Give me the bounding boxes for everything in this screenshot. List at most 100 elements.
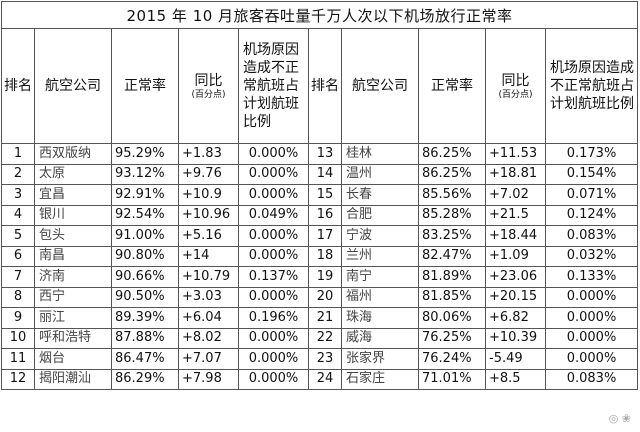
- cell-rate: 86.47%: [111, 348, 179, 370]
- cell-name: 呼和浩特: [34, 327, 112, 349]
- cell-rank: 24: [308, 368, 342, 390]
- cell-name: 珠海: [341, 307, 419, 329]
- cell-name: 桂林: [341, 143, 419, 165]
- header-yoy-unit-2: (百分点): [498, 89, 533, 100]
- cell-ratio: 0.071%: [544, 184, 639, 206]
- cell-yoy: +14: [178, 245, 239, 267]
- cell-ratio: 0.000%: [238, 368, 309, 390]
- table-body: 1 西双版纳 95.29% +1.83 0.000% 13 桂林 86.25% +11.53 0.…: [1, 143, 639, 390]
- header-airline-2: 航空公司: [341, 28, 419, 144]
- cell-rank: 17: [308, 225, 342, 247]
- cell-name: 西双版纳: [34, 143, 112, 165]
- cell-rank: 23: [308, 348, 342, 370]
- cell-name: 宁波: [341, 225, 419, 247]
- cell-rank: 15: [308, 184, 342, 206]
- header-yoy-2: 同比 (百分点): [485, 28, 546, 144]
- cell-name: 包头: [34, 225, 112, 247]
- table-title: 2015 年 10 月旅客吞吐量千万人次以下机场放行正常率: [0, 1, 639, 29]
- cell-rank: 7: [1, 266, 35, 288]
- cell-yoy: +10.96: [178, 204, 239, 226]
- cell-rank: 20: [308, 286, 342, 308]
- cell-ratio: 0.000%: [544, 286, 639, 308]
- cell-ratio: 0.000%: [544, 327, 639, 349]
- cell-ratio: 0.124%: [544, 204, 639, 226]
- header-yoy-label: 同比: [194, 72, 223, 89]
- cell-name: 长春: [341, 184, 419, 206]
- cell-rate: 92.54%: [111, 204, 179, 226]
- cell-yoy: +7.07: [178, 348, 239, 370]
- cell-name: 揭阳潮汕: [34, 368, 112, 390]
- cell-rank: 19: [308, 266, 342, 288]
- table-row: 5 包头 91.00% +5.16 0.000% 17 宁波 83.25% +18.44 0.08…: [1, 225, 639, 247]
- cell-rank: 22: [308, 327, 342, 349]
- cell-ratio: 0.000%: [238, 225, 309, 247]
- cell-rate: 90.50%: [111, 286, 179, 308]
- cell-rate: 89.39%: [111, 307, 179, 329]
- cell-name: 南昌: [34, 245, 112, 267]
- cell-name: 石家庄: [341, 368, 419, 390]
- cell-ratio: 0.000%: [238, 143, 309, 165]
- cell-rate: 76.24%: [418, 348, 486, 370]
- cell-name: 烟台: [34, 348, 112, 370]
- cell-rate: 86.25%: [418, 143, 486, 165]
- cell-name: 张家界: [341, 348, 419, 370]
- cell-name: 福州: [341, 286, 419, 308]
- header-row: 排名 航空公司 正常率 同比 (百分点) 机场原因造成不正常航班占计划航班比例 …: [1, 28, 639, 144]
- cell-rate: 83.25%: [418, 225, 486, 247]
- cell-rate: 71.01%: [418, 368, 486, 390]
- cell-rank: 16: [308, 204, 342, 226]
- cell-yoy: +6.04: [178, 307, 239, 329]
- table-row: 10 呼和浩特 87.88% +8.02 0.000% 22 威海 76.25% +10.39 0…: [1, 327, 639, 349]
- cell-yoy: +5.16: [178, 225, 239, 247]
- cell-yoy: +8.5: [485, 368, 546, 390]
- cell-rank: 13: [308, 143, 342, 165]
- cell-ratio: 0.196%: [238, 307, 309, 329]
- cell-rate: 80.06%: [418, 307, 486, 329]
- header-yoy-unit: (百分点): [191, 89, 226, 100]
- cell-rate: 92.91%: [111, 184, 179, 206]
- cell-ratio: 0.000%: [238, 245, 309, 267]
- cell-ratio: 0.173%: [544, 143, 639, 165]
- cell-rank: 1: [1, 143, 35, 165]
- cell-yoy: +20.15: [485, 286, 546, 308]
- cell-yoy: +10.79: [178, 266, 239, 288]
- cell-rate: 90.80%: [111, 245, 179, 267]
- cell-yoy: -5.49: [485, 348, 546, 370]
- header-ratio-2: 机场原因造成不正常航班占计划航班比例: [544, 28, 639, 144]
- table-row: 3 宜昌 92.91% +10.9 0.000% 15 长春 85.56% +7.02 0.071…: [1, 184, 639, 206]
- cell-ratio: 0.137%: [238, 266, 309, 288]
- cell-rate: 85.56%: [418, 184, 486, 206]
- cell-name: 合肥: [341, 204, 419, 226]
- cell-rank: 12: [1, 368, 35, 390]
- cell-rate: 93.12%: [111, 163, 179, 185]
- cell-yoy: +7.02: [485, 184, 546, 206]
- cell-name: 银川: [34, 204, 112, 226]
- cell-name: 威海: [341, 327, 419, 349]
- cell-rank: 6: [1, 245, 35, 267]
- cell-ratio: 0.083%: [544, 225, 639, 247]
- cell-rank: 9: [1, 307, 35, 329]
- table-row: 9 丽江 89.39% +6.04 0.196% 21 珠海 80.06% +6.82 0.000…: [1, 307, 639, 329]
- cell-yoy: +9.76: [178, 163, 239, 185]
- cell-yoy: +10.39: [485, 327, 546, 349]
- on-time-rate-table: 2015 年 10 月旅客吞吐量千万人次以下机场放行正常率 排名 航空公司 正常…: [0, 1, 639, 390]
- cell-rank: 5: [1, 225, 35, 247]
- cell-name: 济南: [34, 266, 112, 288]
- cell-rate: 81.89%: [418, 266, 486, 288]
- cell-rate: 87.88%: [111, 327, 179, 349]
- cell-ratio: 0.049%: [238, 204, 309, 226]
- header-ratio: 机场原因造成不正常航班占计划航班比例: [238, 28, 309, 144]
- cell-rank: 11: [1, 348, 35, 370]
- cell-rank: 3: [1, 184, 35, 206]
- cell-ratio: 0.032%: [544, 245, 639, 267]
- table-row: 6 南昌 90.80% +14 0.000% 18 兰州 82.47% +1.09 0.032%: [1, 245, 639, 267]
- cell-rate: 82.47%: [418, 245, 486, 267]
- header-rate-2: 正常率: [418, 28, 486, 144]
- cell-rate: 81.85%: [418, 286, 486, 308]
- cell-yoy: +18.81: [485, 163, 546, 185]
- cell-name: 温州: [341, 163, 419, 185]
- cell-yoy: +21.5: [485, 204, 546, 226]
- cell-ratio: 0.000%: [544, 307, 639, 329]
- cell-rate: 86.29%: [111, 368, 179, 390]
